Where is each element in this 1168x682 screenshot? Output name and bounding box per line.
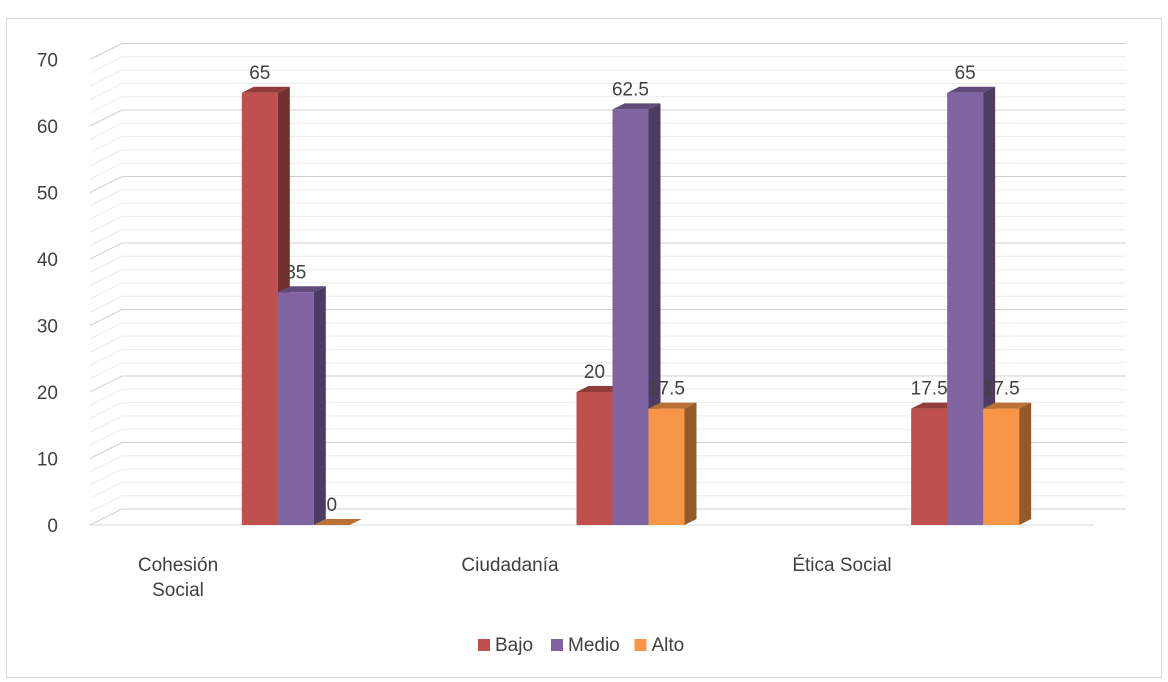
side-gridline [89, 481, 123, 499]
side-gridline [89, 242, 123, 260]
y-tick-label: 60 [37, 117, 58, 138]
bar-top [983, 402, 1032, 409]
y-tick-label: 70 [37, 51, 58, 72]
data-label: 65 [249, 63, 270, 84]
side-gridline [89, 122, 123, 140]
bar-front [576, 392, 613, 525]
data-labels: 65 35 0 20 62.5 17.5 17.5 65 17.5 [249, 63, 1019, 516]
side-gridline [89, 229, 123, 247]
side-gridline [89, 495, 123, 513]
bar-front [983, 408, 1020, 525]
bar-alto-0 [313, 519, 362, 525]
bar-side [313, 286, 326, 525]
y-tick-label: 10 [37, 450, 58, 471]
y-axis: 0 10 20 30 40 50 60 70 [37, 51, 58, 538]
data-label: 17.5 [648, 379, 685, 400]
side-gridline [89, 162, 123, 180]
side-gridline [89, 388, 123, 406]
bar-side [684, 402, 697, 525]
data-label: 20 [584, 362, 605, 383]
x-category-label: Ciudadanía [461, 555, 559, 576]
side-gridline [89, 96, 123, 114]
bar-alto-2 [983, 402, 1032, 525]
side-gridline [89, 136, 123, 154]
y-tick-label: 0 [47, 516, 58, 537]
data-label: 0 [327, 495, 338, 516]
y-tick-label: 30 [37, 317, 58, 338]
bar-top [648, 402, 697, 409]
side-gridline [89, 295, 123, 313]
side-gridline [89, 309, 123, 326]
bar-top [947, 86, 996, 93]
bars [241, 86, 1032, 525]
legend-item-label: Alto [652, 635, 685, 656]
legend-item-label: Bajo [495, 635, 533, 656]
bar-front [277, 292, 314, 525]
side-gridline [89, 109, 123, 127]
bar-top [612, 103, 661, 110]
bar-side [1019, 402, 1032, 525]
y-tick-label: 50 [37, 184, 58, 205]
data-label: 62.5 [612, 79, 649, 100]
side-gridline [89, 255, 123, 273]
legend-item-label: Medio [568, 635, 620, 656]
side-gridline [89, 215, 123, 233]
bar-front [947, 92, 984, 525]
side-gridline [89, 375, 123, 393]
x-category-label: Cohesión Social [138, 555, 218, 601]
side-gridline [89, 402, 123, 420]
side-gridline [89, 202, 123, 220]
data-label: 35 [285, 262, 306, 283]
bar-front [911, 408, 948, 525]
data-label: 65 [955, 63, 976, 84]
bar-top [313, 519, 362, 525]
y-tick-label: 40 [37, 250, 58, 271]
bar-alto-1 [648, 402, 697, 525]
x-category-label: Ética Social [792, 555, 891, 576]
data-label: 17.5 [911, 379, 948, 400]
x-axis: Cohesión Social Ciudadanía Ética Social [138, 555, 892, 601]
side-gridline [89, 335, 123, 353]
side-gridline [89, 322, 123, 340]
side-gridline [89, 82, 123, 100]
side-gridline [89, 189, 123, 207]
side-gridline [89, 282, 123, 300]
side-gridline [89, 362, 123, 380]
side-gridline [89, 428, 123, 446]
legend-swatch [634, 639, 647, 651]
side-gridline [89, 56, 123, 74]
side-gridline [89, 176, 123, 193]
bar-front [648, 408, 685, 525]
side-gridline [89, 455, 123, 473]
y-tick-label: 20 [37, 383, 58, 404]
side-gridline [89, 149, 123, 167]
side-gridline [89, 442, 123, 459]
side-gridline [89, 348, 123, 366]
legend: Bajo Medio Alto [478, 635, 684, 656]
legend-swatch [478, 639, 490, 651]
side-gridline [89, 508, 123, 526]
side-gridline [89, 269, 123, 287]
bar-top [241, 86, 290, 93]
side-gridline [89, 468, 123, 486]
legend-swatch [551, 639, 563, 651]
bar-medio-0 [277, 286, 326, 525]
side-gridline [89, 415, 123, 433]
bar-front [241, 92, 278, 525]
side-gridline [89, 69, 123, 87]
bar-front [612, 109, 649, 525]
bar-top [277, 286, 326, 293]
data-label: 17.5 [983, 379, 1020, 400]
side-gridline [89, 43, 123, 60]
